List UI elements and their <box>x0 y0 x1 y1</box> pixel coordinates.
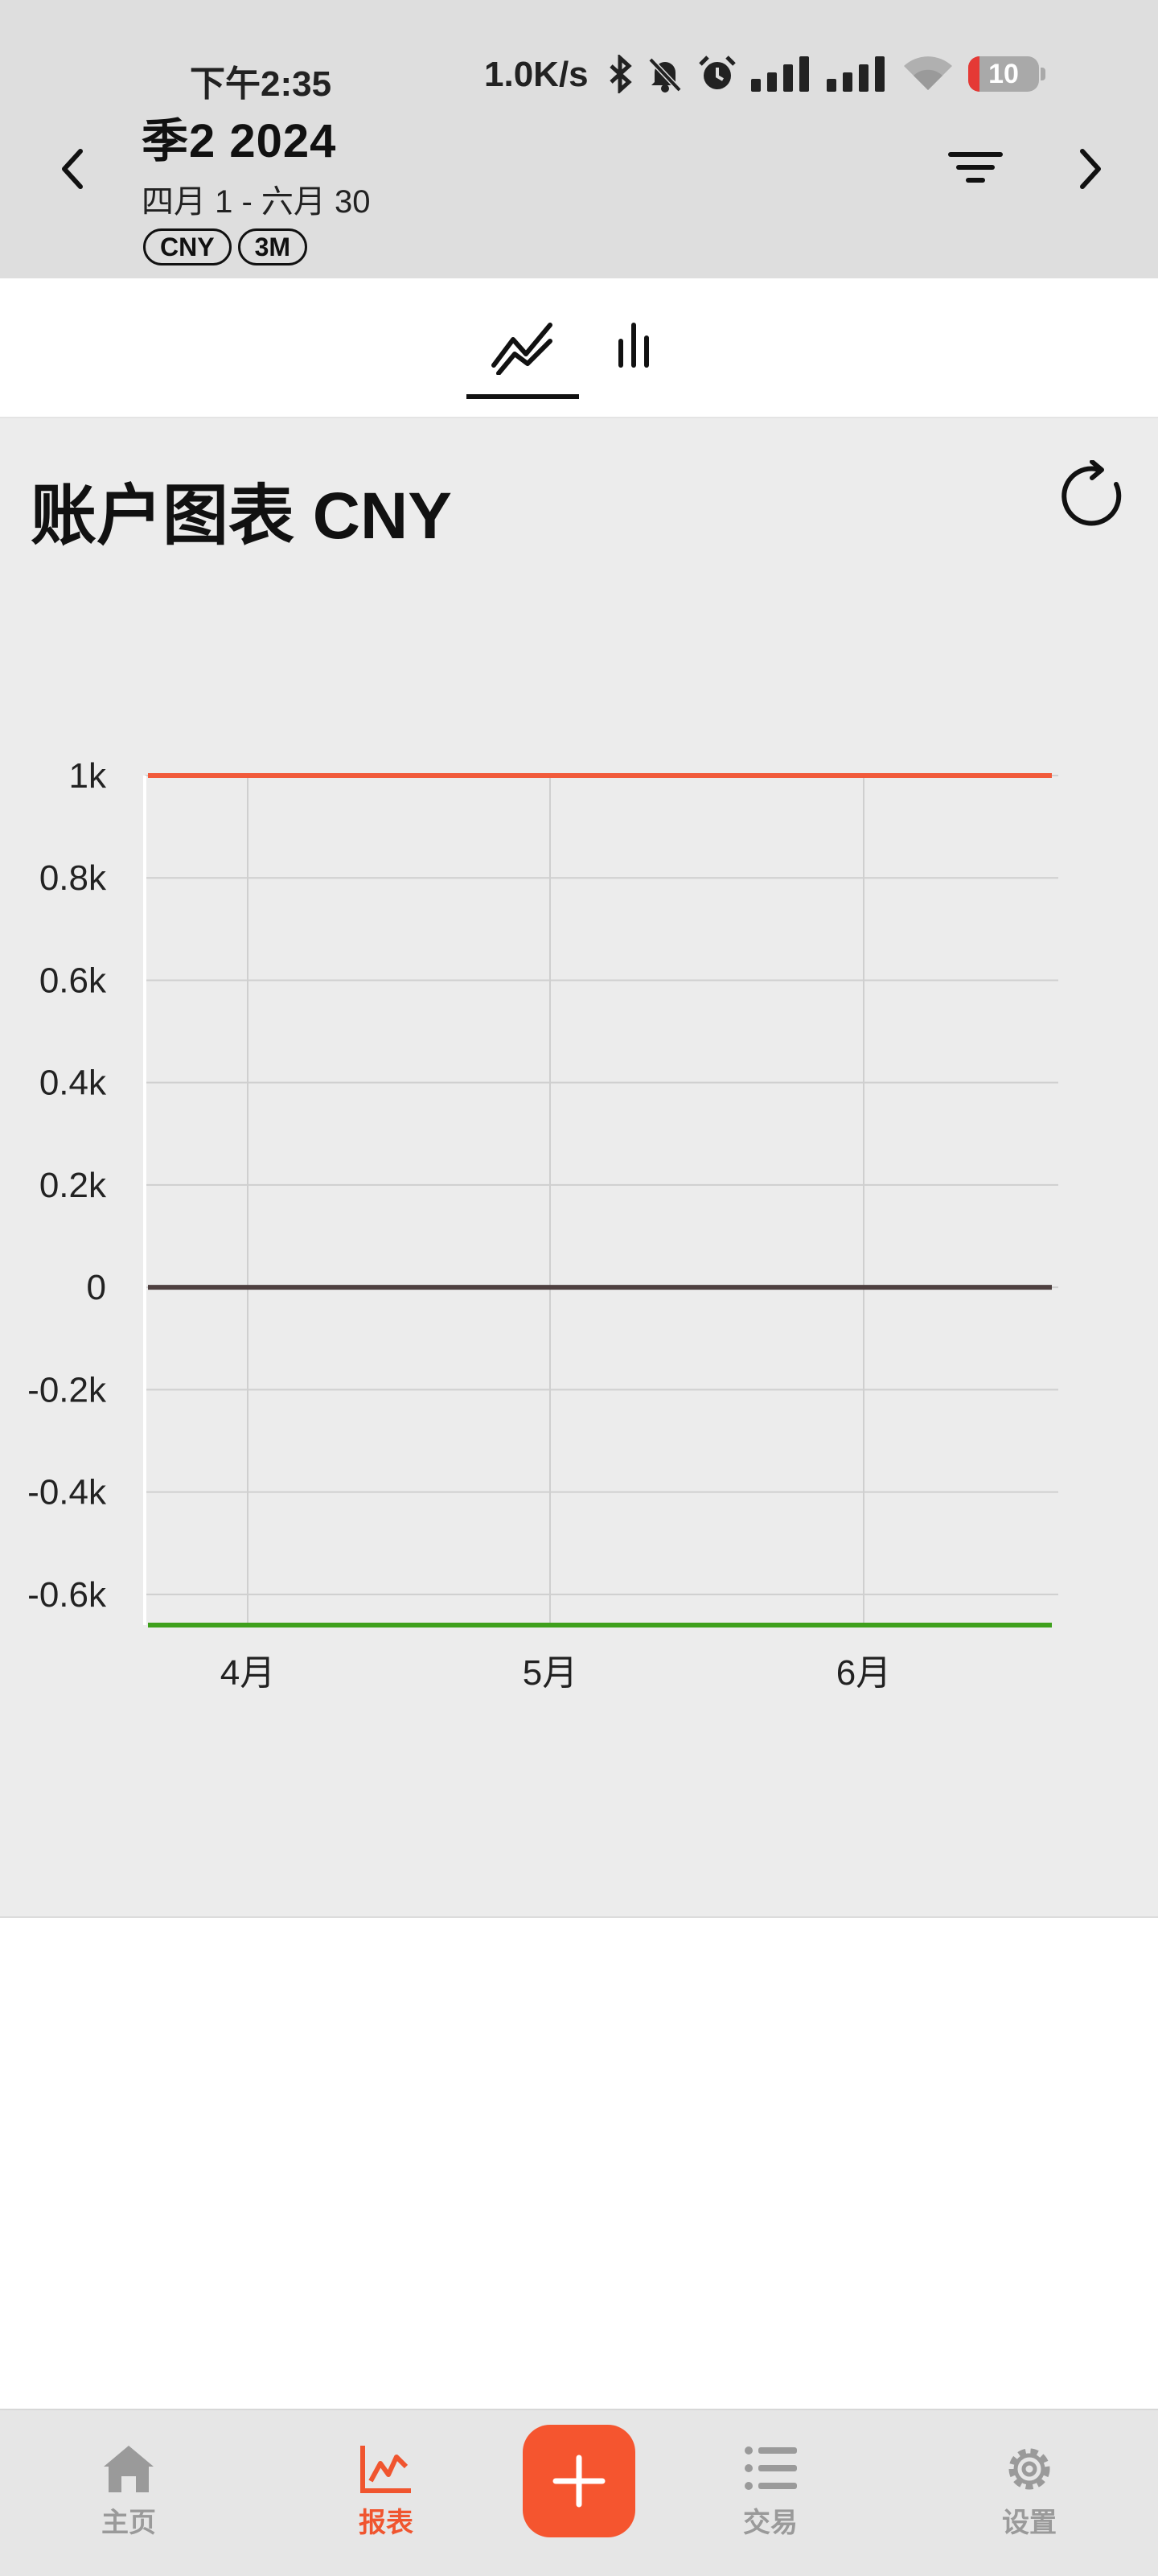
nav-home-label: 主页 <box>101 2508 156 2538</box>
plus-icon <box>552 2455 606 2508</box>
status-bar: 下午2:35 1.0K/s 10 <box>0 48 1158 113</box>
nav-reports-label: 报表 <box>359 2508 413 2538</box>
battery-icon: 10 <box>968 56 1039 92</box>
chart-icon <box>360 2446 411 2493</box>
y-tick-label: -0.6k <box>27 1575 107 1615</box>
chart-type-tabs <box>0 278 1158 418</box>
y-tick-label: 0.2k <box>39 1166 107 1205</box>
nav-reports[interactable]: 报表 <box>322 2442 450 2540</box>
line-chart-icon <box>491 323 552 375</box>
signal-icon <box>827 56 885 92</box>
nav-home[interactable]: 主页 <box>64 2442 193 2540</box>
period-date-range: 四月 1 - 六月 30 <box>142 184 371 220</box>
y-tick-label: 0.4k <box>39 1064 107 1103</box>
nav-transactions[interactable]: 交易 <box>706 2442 835 2540</box>
status-time: 下午2:35 <box>190 64 332 104</box>
y-tick-label: -0.4k <box>27 1473 107 1512</box>
chevron-right-icon[interactable] <box>1070 145 1110 193</box>
app-header: 下午2:35 1.0K/s 10 季2 2024 四月 1 - 六月 30 CN… <box>0 0 1158 278</box>
account-line-chart: 1k 0.8k 0.6k 0.4k 0.2k 0 -0.2k -0.4k -0.6k 4月 5月 6月 <box>27 756 1058 1693</box>
y-tick-label: -0.2k <box>27 1370 107 1409</box>
wifi-icon <box>904 56 952 90</box>
y-tick-label: 0 <box>87 1268 106 1307</box>
network-speed: 1.0K/s <box>484 55 589 94</box>
refresh-icon[interactable] <box>1060 460 1132 533</box>
x-tick-label: 4月 <box>220 1653 275 1693</box>
y-tick-label: 0.6k <box>39 961 107 1000</box>
x-tick-label: 5月 <box>523 1653 577 1693</box>
y-tick-label: 0.8k <box>39 858 107 898</box>
tab-line-chart[interactable] <box>466 311 579 399</box>
card-title: 账户图表 CNY <box>31 479 452 553</box>
list-icon <box>745 2446 797 2490</box>
bar-chart-icon <box>618 323 649 368</box>
chevron-left-icon[interactable] <box>53 145 93 193</box>
bluetooth-icon <box>610 55 632 93</box>
nav-settings[interactable]: 设置 <box>965 2442 1094 2540</box>
nav-settings-label: 设置 <box>1002 2508 1057 2538</box>
mute-icon <box>648 57 682 93</box>
account-chart-card: 账户图表 CNY 1k 0.8k 0.6k 0.4k 0.2k 0 -0.2k -0.4k -0… <box>0 418 1158 1918</box>
status-icons: 10 <box>608 55 1045 93</box>
battery-level: 10 <box>988 58 1019 89</box>
period-title: 季2 2024 <box>142 115 337 167</box>
filter-chips: CNY 3M <box>143 228 308 265</box>
add-transaction-button[interactable] <box>523 2425 635 2537</box>
y-tick-label: 1k <box>69 756 107 796</box>
bottom-navigation: 主页 报表 交易 设置 <box>0 2409 1158 2576</box>
filter-icon[interactable] <box>947 148 1004 188</box>
duration-chip[interactable]: 3M <box>237 228 308 265</box>
tab-selected-indicator <box>466 394 579 399</box>
signal-icon <box>751 56 809 92</box>
tab-bar-chart[interactable] <box>579 311 692 399</box>
gear-icon <box>1008 2448 1050 2490</box>
alarm-icon <box>699 56 736 89</box>
x-tick-label: 6月 <box>836 1653 891 1693</box>
nav-transactions-label: 交易 <box>743 2508 798 2538</box>
currency-chip[interactable]: CNY <box>143 228 232 265</box>
home-icon <box>104 2446 154 2492</box>
